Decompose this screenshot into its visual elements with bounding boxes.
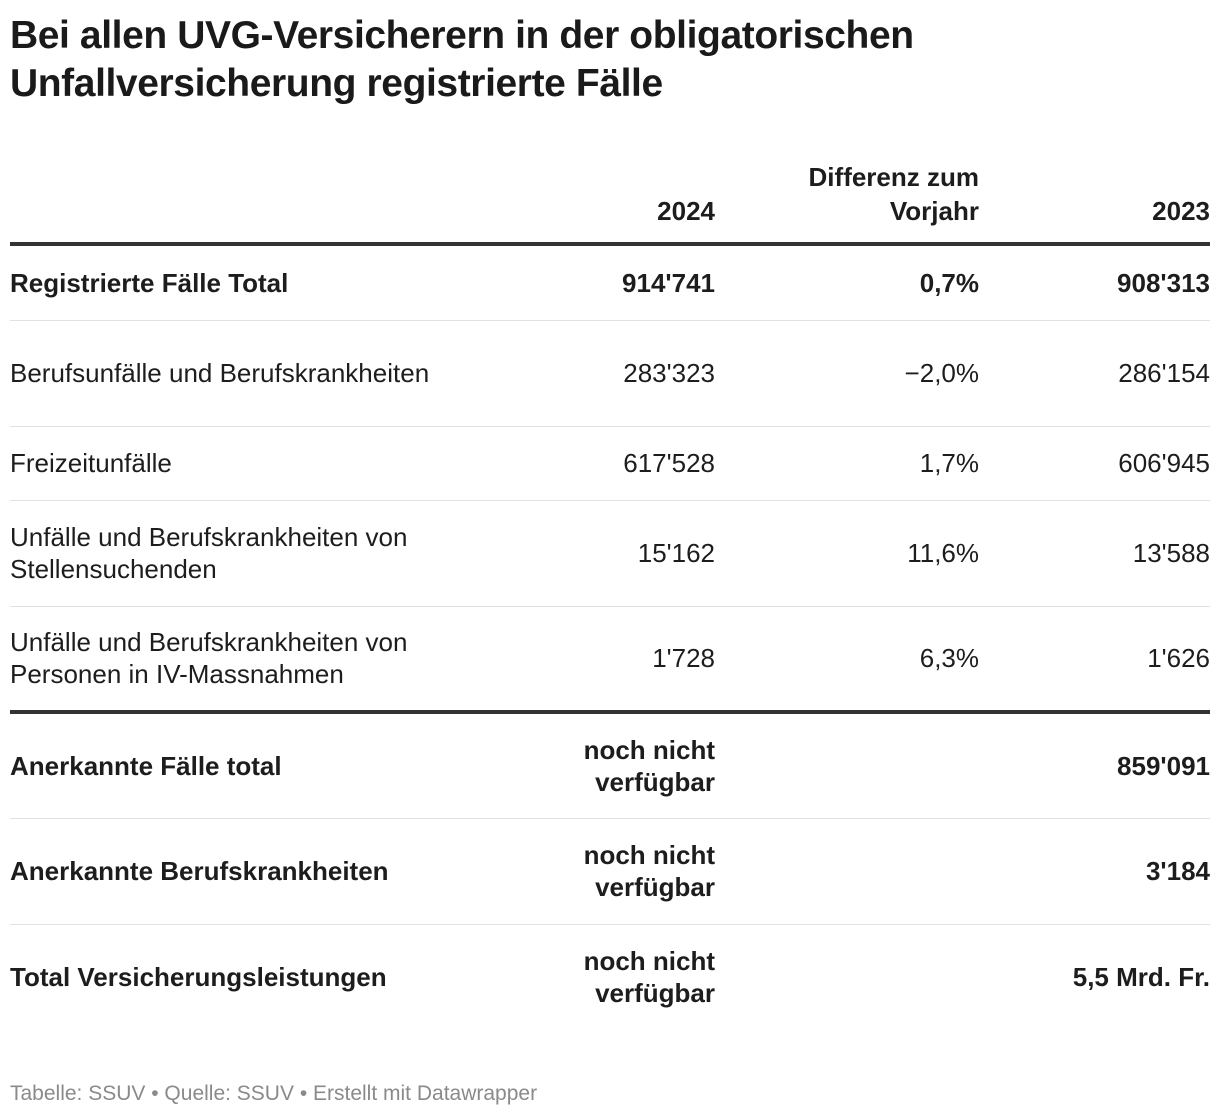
cell-diff xyxy=(715,924,979,1030)
data-table: 2024 Differenz zum Vorjahr 2023 Registri… xyxy=(10,160,1210,1030)
table-row: Anerkannte Fälle total noch nicht verfügb… xyxy=(10,712,1210,819)
cell-diff: 1,7% xyxy=(715,426,979,501)
cell-2023: 286'154 xyxy=(979,320,1210,427)
cell-2023: 606'945 xyxy=(979,426,1210,501)
cell-diff xyxy=(715,818,979,925)
table-row: Anerkannte Berufskrankheiten noch nicht v… xyxy=(10,818,1210,925)
chart-container: Bei allen UVG-Versicherern in der obliga… xyxy=(10,12,1210,1030)
row-label: Berufsunfälle und Berufskrankheiten xyxy=(10,320,465,427)
cell-2024: noch nicht verfügbar xyxy=(465,818,715,925)
cell-2024: noch nicht verfügbar xyxy=(465,712,715,819)
cell-2024: 15'162 xyxy=(465,500,715,607)
cell-diff: 11,6% xyxy=(715,500,979,607)
table-header-row: 2024 Differenz zum Vorjahr 2023 xyxy=(10,160,1210,246)
row-label: Unfälle und Berufskrankheiten von Stelle… xyxy=(10,500,465,607)
row-label: Anerkannte Berufskrankheiten xyxy=(10,818,465,925)
cell-2024: 1'728 xyxy=(465,606,715,714)
column-header-diff-text: Differenz zum Vorjahr xyxy=(808,162,979,226)
table-row: Unfälle und Berufskrankheiten von Person… xyxy=(10,606,1210,714)
cell-2023: 5,5 Mrd. Fr. xyxy=(1072,962,1210,993)
cell-2024: noch nicht verfügbar xyxy=(583,946,715,1009)
table-row: Total Versicherungsleistungen noch nicht … xyxy=(10,924,1210,1030)
row-label: Total Versicherungsleistungen xyxy=(10,962,387,993)
cell-2023: 1'626 xyxy=(979,606,1210,714)
row-label: Unfälle und Berufskrankheiten von Person… xyxy=(10,606,465,714)
cell-diff: −2,0% xyxy=(715,320,979,427)
source-footer: Tabelle: SSUV • Quelle: SSUV • Erstellt … xyxy=(10,1082,538,1105)
row-label: Anerkannte Fälle total xyxy=(10,712,465,819)
cell-2023: 3'184 xyxy=(979,818,1210,925)
row-label: Registrierte Fälle Total xyxy=(10,244,465,321)
cell-2023: 859'091 xyxy=(979,712,1210,819)
cell-2023: 13'588 xyxy=(979,500,1210,607)
column-header-diff: Differenz zum Vorjahr xyxy=(715,160,979,246)
cell-diff: 0,7% xyxy=(715,244,979,321)
table-row: Registrierte Fälle Total 914'741 0,7% 908'3… xyxy=(10,244,1210,321)
table-row: Berufsunfälle und Berufskrankheiten 283'3… xyxy=(10,320,1210,427)
cell-2024: 617'528 xyxy=(465,426,715,501)
table-body: Registrierte Fälle Total 914'741 0,7% 908'3… xyxy=(10,244,1210,1030)
cell-diff: 6,3% xyxy=(715,606,979,714)
chart-title: Bei allen UVG-Versicherern in der obliga… xyxy=(10,14,914,105)
row-label: Freizeitunfälle xyxy=(10,426,465,501)
column-header-2024: 2024 xyxy=(465,160,715,246)
table-row: Unfälle und Berufskrankheiten von Stelle… xyxy=(10,500,1210,607)
table-row: Freizeitunfälle 617'528 1,7% 606'945 xyxy=(10,426,1210,501)
column-header-2023: 2023 xyxy=(979,160,1210,246)
cell-2023: 908'313 xyxy=(979,244,1210,321)
column-header-label xyxy=(10,160,465,246)
cell-2024: 283'323 xyxy=(465,320,715,427)
cell-2024: 914'741 xyxy=(465,244,715,321)
cell-diff xyxy=(715,712,979,819)
